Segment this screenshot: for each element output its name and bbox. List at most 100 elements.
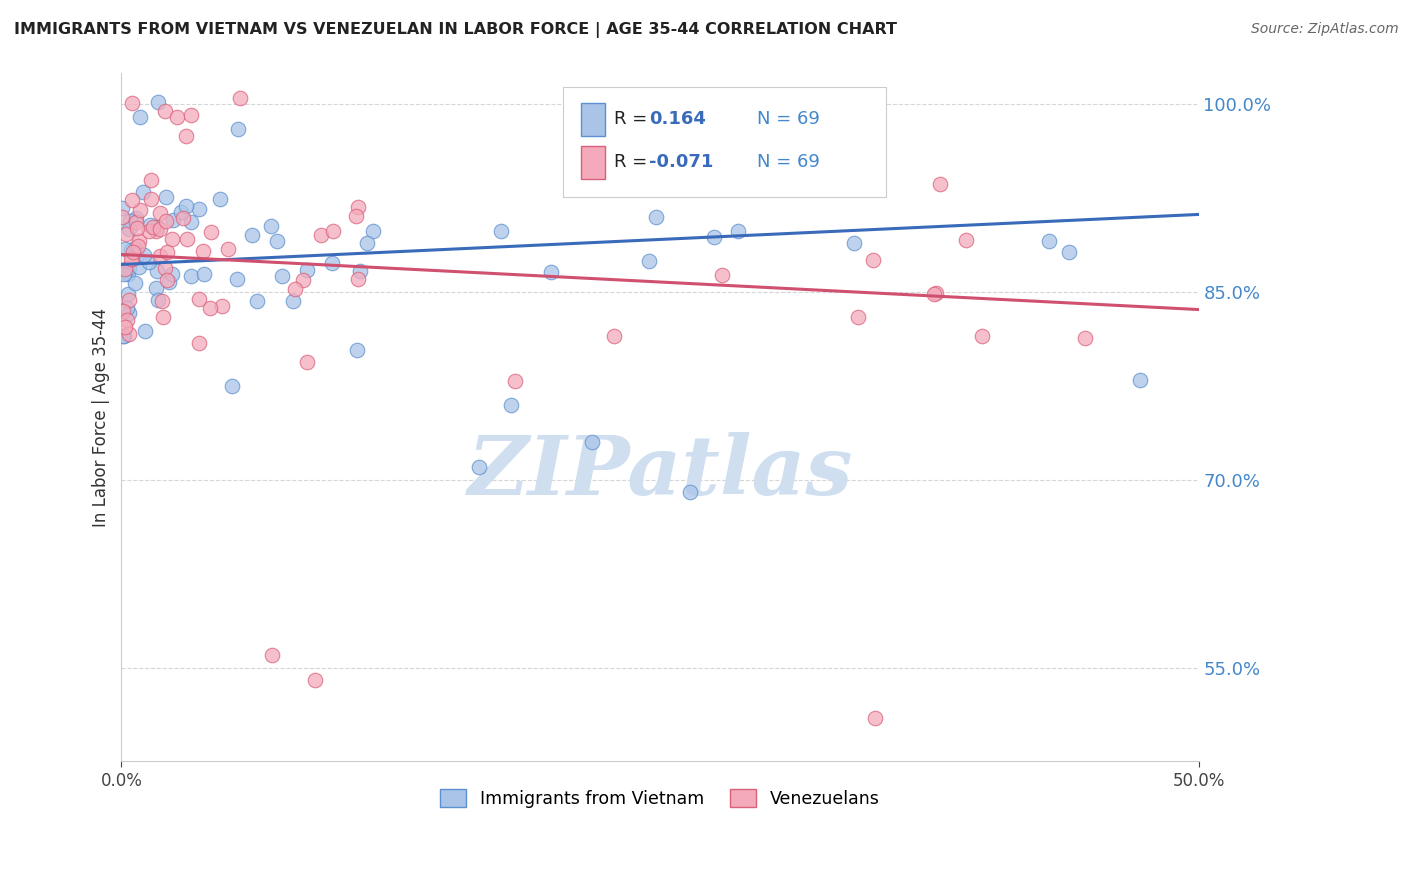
Point	[225, 272, 247, 286]
Point	[503, 374, 526, 388]
Point	[356, 235, 378, 250]
Point	[925, 285, 948, 300]
Point	[124, 244, 146, 259]
Point	[188, 336, 211, 351]
Point	[176, 232, 198, 246]
Point	[283, 294, 305, 309]
Point	[122, 245, 145, 260]
Point	[118, 260, 141, 275]
Point	[127, 239, 149, 253]
FancyBboxPatch shape	[582, 146, 605, 179]
Point	[156, 273, 179, 287]
Legend: Immigrants from Vietnam, Venezuelans: Immigrants from Vietnam, Venezuelans	[433, 782, 887, 814]
Point	[346, 343, 368, 357]
Point	[141, 172, 163, 186]
Point	[218, 242, 240, 256]
Point	[120, 214, 142, 228]
Point	[118, 221, 141, 235]
Y-axis label: In Labor Force | Age 35-44: In Labor Force | Age 35-44	[93, 308, 110, 527]
Point	[322, 224, 344, 238]
Point	[221, 378, 243, 392]
Point	[160, 232, 183, 246]
Point	[970, 329, 993, 343]
Point	[188, 292, 211, 306]
Point	[246, 293, 269, 308]
Point	[191, 244, 214, 258]
Point	[124, 276, 146, 290]
Point	[363, 224, 385, 238]
Point	[132, 248, 155, 262]
Point	[117, 301, 139, 315]
Point	[1059, 244, 1081, 259]
Point	[149, 206, 172, 220]
Point	[117, 286, 139, 301]
Point	[703, 229, 725, 244]
Point	[200, 225, 222, 239]
Point	[112, 328, 135, 343]
Text: N = 69: N = 69	[756, 110, 820, 128]
Point	[120, 243, 142, 257]
Point	[118, 293, 141, 307]
Point	[142, 219, 165, 234]
Point	[127, 221, 149, 235]
Point	[128, 234, 150, 248]
Point	[138, 255, 160, 269]
Point	[172, 211, 194, 225]
Point	[321, 255, 343, 269]
Point	[540, 265, 562, 279]
Point	[149, 222, 172, 236]
Point	[284, 282, 307, 296]
Point	[146, 264, 169, 278]
Point	[160, 268, 183, 282]
Point	[1038, 235, 1060, 249]
Point	[501, 398, 523, 412]
Point	[111, 210, 134, 224]
Point	[121, 193, 143, 207]
Point	[180, 214, 202, 228]
Point	[865, 711, 887, 725]
Point	[344, 209, 367, 223]
Point	[129, 203, 152, 218]
Point	[645, 210, 668, 224]
Point	[134, 324, 156, 338]
Text: N = 69: N = 69	[756, 153, 820, 171]
Point	[846, 310, 869, 324]
Point	[211, 299, 233, 313]
Point	[146, 219, 169, 234]
Point	[111, 202, 134, 216]
Point	[304, 673, 326, 687]
Point	[157, 275, 180, 289]
Point	[149, 249, 172, 263]
Point	[155, 261, 177, 276]
Point	[120, 252, 142, 266]
Point	[112, 329, 135, 343]
Point	[138, 224, 160, 238]
Point	[262, 648, 284, 662]
Point	[180, 268, 202, 283]
Point	[125, 215, 148, 229]
Point	[174, 199, 197, 213]
Point	[489, 224, 512, 238]
Text: IMMIGRANTS FROM VIETNAM VS VENEZUELAN IN LABOR FORCE | AGE 35-44 CORRELATION CHA: IMMIGRANTS FROM VIETNAM VS VENEZUELAN IN…	[14, 22, 897, 38]
Point	[349, 264, 371, 278]
Point	[115, 227, 138, 242]
Text: -0.071: -0.071	[650, 153, 714, 171]
Point	[155, 245, 177, 260]
Point	[226, 122, 249, 136]
Point	[679, 485, 702, 500]
Point	[132, 186, 155, 200]
Point	[114, 243, 136, 257]
Point	[139, 219, 162, 233]
Point	[118, 327, 141, 342]
Point	[240, 227, 263, 242]
Point	[727, 224, 749, 238]
Point	[924, 286, 946, 301]
Text: 0.164: 0.164	[650, 110, 706, 128]
Point	[150, 294, 173, 309]
Point	[152, 310, 174, 324]
Point	[121, 252, 143, 266]
Text: R =: R =	[613, 110, 647, 128]
Point	[155, 213, 177, 227]
Point	[309, 227, 332, 242]
Point	[260, 219, 283, 233]
